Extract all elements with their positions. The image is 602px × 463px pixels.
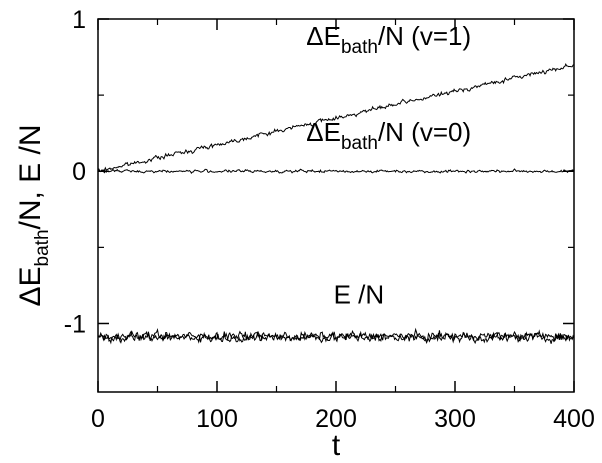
annotation-1: ΔEbath/N (v=0) <box>306 117 471 154</box>
annotation-prefix: ΔE <box>306 21 341 51</box>
y-tick-label: 1 <box>72 6 86 34</box>
annotation-suffix: /N (v=1) <box>378 21 471 51</box>
x-axis-title: t <box>332 429 341 462</box>
x-tick-label: 300 <box>434 405 476 433</box>
y-axis-title-prefix: ΔE <box>14 266 47 306</box>
annotation-2: E /N <box>334 280 385 310</box>
annotation-sub: bath <box>341 133 378 154</box>
y-axis-title: ΔEbath/N, E /N <box>14 124 53 306</box>
y-tick-label: -1 <box>64 310 86 338</box>
x-tick-label: 100 <box>196 405 238 433</box>
y-tick-label: 0 <box>72 158 86 186</box>
ticks-layer: 0 100 200 300 400 1 0 -1 <box>64 6 595 433</box>
series-line-3 <box>97 328 575 345</box>
annotation-prefix: E /N <box>334 280 385 310</box>
annotations: ΔEbath/N (v=1)ΔEbath/N (v=0)E /N <box>306 21 471 310</box>
annotation-prefix: ΔE <box>306 117 341 147</box>
y-axis-title-sub: bath <box>32 229 53 266</box>
series-line-1 <box>97 168 575 174</box>
x-tick-label: 200 <box>315 405 357 433</box>
y-axis-title-suffix: /N, E /N <box>14 124 47 229</box>
series-line-0 <box>97 63 575 173</box>
x-tick-label: 400 <box>553 405 595 433</box>
annotation-sub: bath <box>341 37 378 58</box>
annotation-suffix: /N (v=0) <box>378 117 471 147</box>
annotation-0: ΔEbath/N (v=1) <box>306 21 471 58</box>
x-tick-label: 0 <box>91 405 105 433</box>
series-layer <box>97 63 575 345</box>
